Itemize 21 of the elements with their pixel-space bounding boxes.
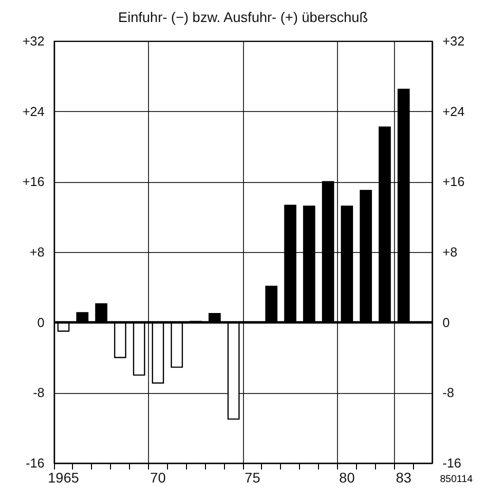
- y-tick-label: 0: [37, 314, 44, 330]
- y-tick-label: -8: [32, 385, 44, 400]
- x-tick-label: 80: [339, 470, 355, 486]
- x-tick-label: 83: [396, 470, 412, 486]
- y-tick-label: +24: [22, 104, 44, 119]
- y-tick-label: +16: [22, 174, 44, 190]
- y2-tick-label: -8: [442, 385, 454, 400]
- x-tick-label: 75: [244, 470, 260, 486]
- y2-tick-label: +8: [442, 244, 458, 260]
- y2-tick-label: +32: [442, 34, 465, 48]
- y2-tick-label: +16: [442, 174, 465, 190]
- y2-tick-label: +24: [442, 104, 465, 119]
- y2-tick-label: -16: [442, 456, 462, 470]
- chart-title: Einfuhr- (−) bzw. Ausfuhr- (+) überschuß: [118, 9, 368, 25]
- x-tick-label: 1965: [48, 470, 80, 486]
- x-tick-label: 70: [150, 470, 166, 486]
- y2-tick-label: 0: [442, 314, 450, 330]
- y-tick-label: +8: [30, 244, 44, 260]
- y-tick-label: +32: [22, 34, 44, 48]
- text: 850114: [440, 474, 473, 485]
- y-tick-label: -16: [26, 456, 44, 470]
